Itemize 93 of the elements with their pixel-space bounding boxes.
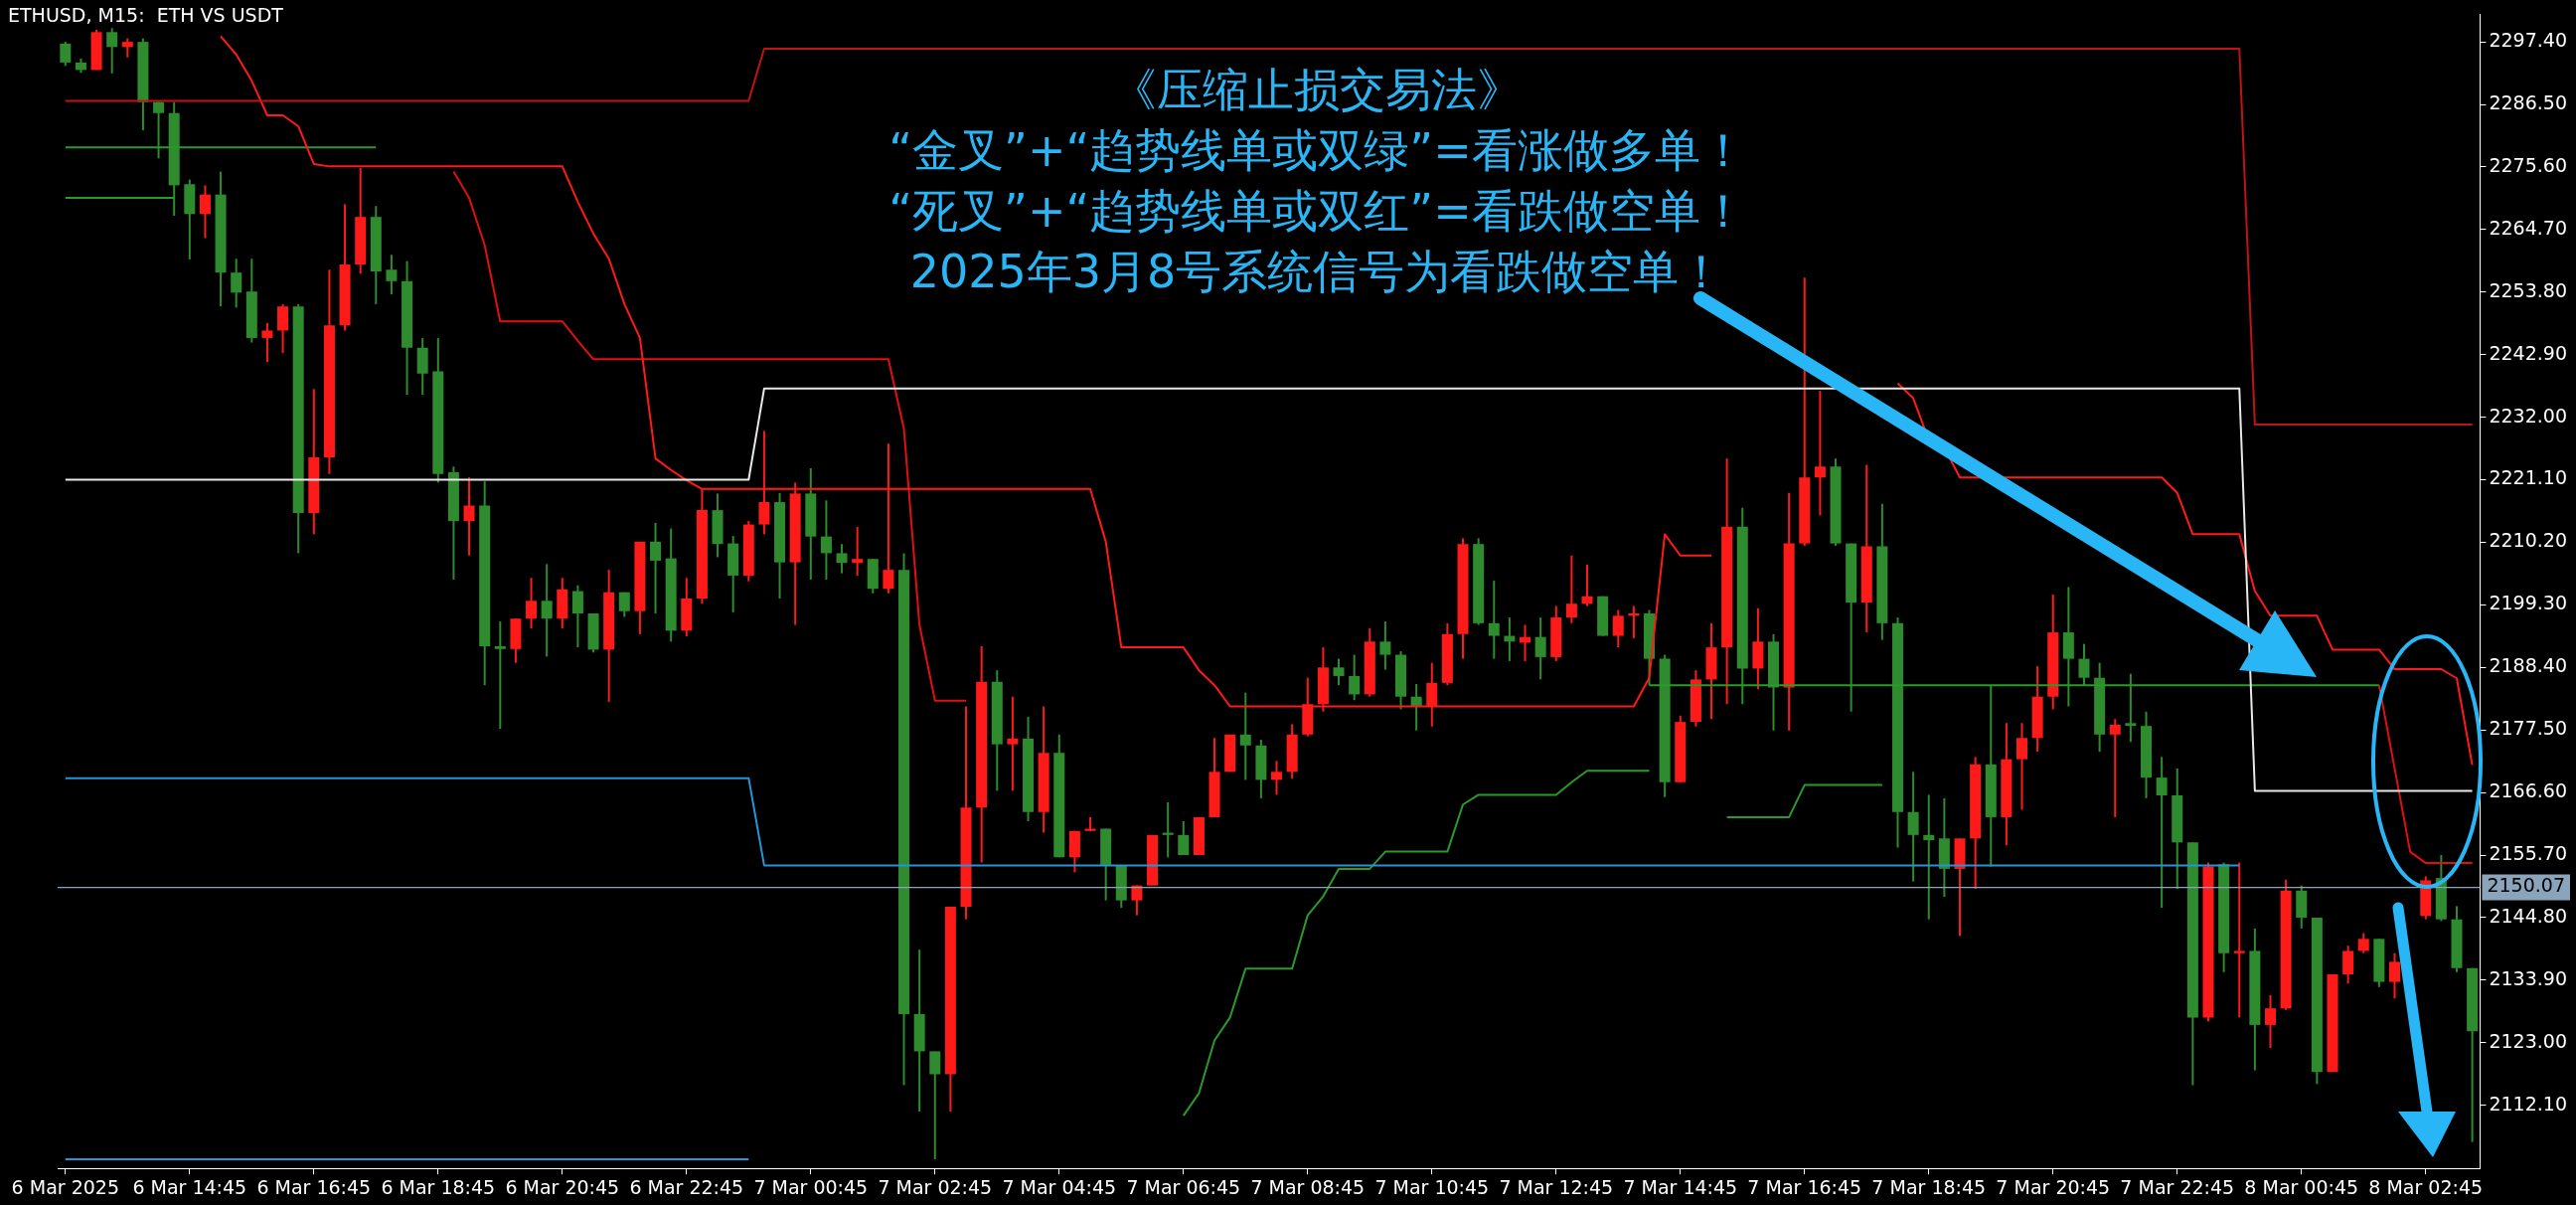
candlestick [571,584,583,649]
candlestick [1814,390,1826,517]
candlestick [1379,620,1391,671]
candlestick [153,100,165,160]
y-tick-label: 2232.00 [2489,404,2568,427]
y-tick-label: 2133.90 [2489,966,2568,989]
x-tick-label: 6 Mar 14:45 [132,1175,247,1198]
candlestick [1349,653,1361,702]
x-tick-label: 6 Mar 16:45 [256,1175,372,1198]
candlestick [1178,819,1190,857]
candlestick [1488,580,1500,660]
x-tick-label: 8 Mar 02:45 [2368,1175,2484,1198]
candlestick [261,321,273,364]
candlestick [650,521,662,615]
candlestick [106,27,118,75]
candlestick [494,620,506,731]
annotation: “金叉”+“趋势线单或双绿”=看涨做多单！ [888,123,1746,178]
x-tick-label: 7 Mar 22:45 [2120,1175,2235,1198]
candlestick [2357,932,2369,954]
y-tick-label: 2210.20 [2489,529,2568,552]
candlestick [541,563,553,658]
y-tick-label: 2242.90 [2489,341,2568,364]
candlestick [2265,993,2276,1049]
candlestick [1007,695,1019,792]
candlestick [2016,722,2028,811]
candlestick [526,577,538,630]
candlestick [2125,672,2137,744]
y-tick-label: 2275.60 [2489,153,2568,176]
x-tick-label: 7 Mar 02:45 [878,1175,993,1198]
candlestick [820,499,832,581]
candlestick [1534,616,1546,681]
y-tick-label: 2177.50 [2489,717,2568,740]
candlestick [1612,608,1624,649]
candlestick [1239,691,1251,781]
candlestick [2109,718,2121,818]
y-tick-label: 2253.80 [2489,278,2568,301]
candlestick [463,476,475,557]
y-tick-label: 2112.10 [2489,1092,2568,1115]
candlestick [231,258,242,309]
candlestick [2233,861,2245,1019]
y-tick-label: 2155.70 [2489,841,2568,864]
y-tick-label: 2123.00 [2489,1029,2568,1052]
candlestick [1923,793,1935,921]
candlestick [929,1050,941,1160]
candlestick [1907,771,1919,883]
y-tick-label: 2297.40 [2489,29,2568,52]
candlestick [1131,884,1143,917]
candlestick [836,543,848,575]
x-tick-label: 7 Mar 08:45 [1250,1175,1366,1198]
candlestick [2389,951,2400,1000]
annotation: 《压缩止损交易法》 [1111,63,1524,117]
x-tick-label: 7 Mar 16:45 [1747,1175,1862,1198]
x-tick-label: 7 Mar 06:45 [1126,1175,1241,1198]
x-tick-label: 7 Mar 12:45 [1499,1175,1614,1198]
x-tick-label: 7 Mar 04:45 [1002,1175,1117,1198]
x-tick-label: 7 Mar 14:45 [1623,1175,1738,1198]
candlestick [199,184,211,240]
candlestick [60,41,72,68]
candlestick [1565,554,1577,624]
candlestick [2078,642,2090,687]
candlestick [386,254,398,296]
y-tick-label: 2221.10 [2489,466,2568,489]
y-tick-label: 2286.50 [2489,90,2568,113]
y-tick-label: 2144.80 [2489,904,2568,927]
x-tick-label: 7 Mar 18:45 [1871,1175,1987,1198]
x-tick-label: 6 Mar 2025 [11,1175,119,1198]
y-tick-label: 2188.40 [2489,654,2568,677]
candlestick [1271,760,1283,796]
candlestick [883,442,894,595]
ref-line-label: 2150.07 [2487,874,2566,897]
candlestick [1410,683,1422,732]
y-tick-label: 2264.70 [2489,216,2568,239]
candlestick [121,37,133,59]
candlestick [618,591,630,618]
x-tick-label: 7 Mar 00:45 [753,1175,869,1198]
candlestick [1426,661,1438,728]
candlestick [2156,756,2168,910]
chart-title: ETHUSD, M15: ETH VS USDT [8,4,284,27]
x-tick-label: 7 Mar 20:45 [1996,1175,2111,1198]
x-tick-label: 8 Mar 00:45 [2244,1175,2359,1198]
y-tick-label: 2166.60 [2489,779,2568,802]
annotation: 2025年3月8号系统信号为看跌做空单！ [909,245,1725,299]
x-tick-label: 6 Mar 20:45 [505,1175,620,1198]
y-tick-label: 2199.30 [2489,592,2568,614]
candlestick [2342,945,2354,985]
annotation: “死叉”+“趋势线单或双红”=看跌做空单！ [888,184,1746,239]
x-tick-label: 7 Mar 10:45 [1374,1175,1490,1198]
candlestick [758,430,770,536]
candlestick [1581,563,1593,607]
candlestick [852,525,864,577]
candlestick [1333,657,1345,687]
x-tick-label: 6 Mar 22:45 [629,1175,744,1198]
x-tick-label: 6 Mar 18:45 [381,1175,496,1198]
